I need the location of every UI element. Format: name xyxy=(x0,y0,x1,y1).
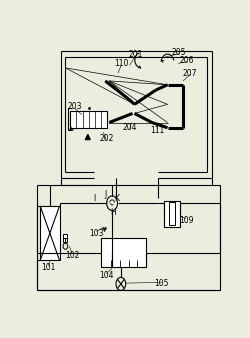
Bar xyxy=(63,235,67,242)
Text: 201: 201 xyxy=(128,50,142,59)
Text: 110: 110 xyxy=(114,59,128,69)
Text: 104: 104 xyxy=(98,271,113,280)
Text: 102: 102 xyxy=(65,251,79,260)
Text: K: K xyxy=(114,194,118,202)
Text: 203: 203 xyxy=(68,102,82,112)
Text: I: I xyxy=(93,194,95,203)
Text: J: J xyxy=(104,190,106,199)
Bar xyxy=(40,206,59,261)
Text: 105: 105 xyxy=(154,280,168,288)
Bar xyxy=(70,111,107,128)
Text: H: H xyxy=(109,208,115,217)
Text: 205: 205 xyxy=(171,48,186,57)
Text: 111: 111 xyxy=(149,126,163,135)
Text: 206: 206 xyxy=(179,55,194,65)
Text: 103: 103 xyxy=(89,228,104,238)
Text: 204: 204 xyxy=(122,123,136,132)
Text: 202: 202 xyxy=(99,134,113,143)
Bar xyxy=(168,202,175,225)
Bar xyxy=(163,201,180,227)
Bar xyxy=(101,238,146,267)
Circle shape xyxy=(106,196,117,211)
Text: 109: 109 xyxy=(178,216,192,225)
Circle shape xyxy=(116,277,125,290)
Text: 207: 207 xyxy=(182,69,196,78)
Text: 101: 101 xyxy=(41,263,56,272)
